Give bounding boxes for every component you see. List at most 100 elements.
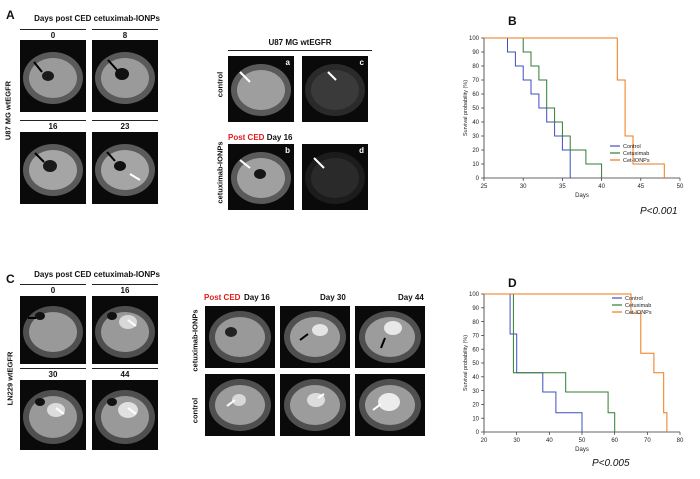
divider — [20, 120, 86, 121]
subpanel-label: d — [359, 146, 364, 155]
day-label: Day 16 — [266, 133, 293, 142]
x-tick-label: 30 — [513, 438, 520, 444]
legend-label: Cetuximab — [623, 151, 649, 157]
y-tick-label: 50 — [472, 361, 479, 367]
y-tick-label: 40 — [472, 375, 479, 381]
x-tick-label: 25 — [481, 184, 488, 190]
y-tick-label: 10 — [472, 162, 479, 168]
mri-image — [92, 40, 158, 112]
y-tick-label: 100 — [469, 36, 480, 42]
timepoint-label: 16 — [48, 122, 58, 131]
subpanel-label: c — [359, 58, 364, 67]
series-line — [484, 37, 603, 178]
y-tick-label: 100 — [469, 292, 480, 298]
series-line — [484, 293, 583, 432]
x-tick-label: 80 — [677, 438, 684, 444]
legend-label: Cet-IONPs — [625, 310, 652, 316]
divider — [92, 120, 158, 121]
mri-image — [20, 132, 86, 204]
x-tick-label: 30 — [520, 184, 527, 190]
mri-image — [355, 306, 425, 368]
row-label-cetuximab-ionps: cetuximab-IONPs — [215, 141, 225, 204]
mri-image — [205, 306, 275, 368]
y-tick-label: 70 — [472, 334, 479, 340]
panel-a-header: Days post CED cetuximab-IONPs — [34, 14, 160, 23]
mri-image — [280, 306, 350, 368]
mri-image — [20, 380, 86, 450]
mri-image: a — [228, 56, 294, 122]
y-tick-label: 10 — [472, 416, 479, 422]
divider — [92, 368, 158, 369]
panel-label-b: B — [508, 14, 517, 28]
mri-image: c — [302, 56, 368, 122]
mri-image — [92, 132, 158, 204]
y-tick-label: 20 — [472, 403, 479, 409]
x-tick-label: 35 — [559, 184, 566, 190]
day-label: Day 16 — [244, 293, 270, 302]
timepoint-label: 23 — [120, 122, 130, 131]
y-tick-label: 80 — [472, 320, 479, 326]
legend-label: Cet-IONPs — [623, 158, 650, 164]
timepoint-label: 0 — [50, 286, 56, 295]
timepoint-label: 8 — [122, 31, 128, 40]
subpanel-label: b — [285, 146, 290, 155]
x-tick-label: 70 — [644, 438, 651, 444]
panel-a-side-label: U87 MG wtEGFR — [3, 80, 13, 141]
series-line — [484, 37, 571, 178]
x-tick-label: 40 — [546, 438, 553, 444]
divider — [228, 50, 372, 51]
y-tick-label: 70 — [472, 78, 479, 84]
x-tick-label: 20 — [481, 438, 488, 444]
timepoint-label: 44 — [120, 370, 130, 379]
y-tick-label: 60 — [472, 92, 479, 98]
timepoint-label: 0 — [50, 31, 56, 40]
series-line — [484, 293, 616, 432]
panel-label-a: A — [6, 8, 15, 22]
x-axis-label: Days — [575, 193, 589, 199]
day-label: Day 30 — [320, 293, 346, 302]
panel-label-d: D — [508, 276, 517, 290]
post-ced-text: Post CED — [204, 293, 241, 302]
divider — [20, 284, 86, 285]
y-tick-label: 90 — [472, 50, 479, 56]
row-label-control: control — [190, 397, 200, 424]
series-line — [484, 293, 668, 432]
row-label-cetuximab-ionps: cetuximab-IONPs — [190, 309, 200, 372]
survival-chart-b: 0 10 20 30 40 50 60 70 80 90 100 25 30 35 40 45 50 Days Su… — [463, 36, 684, 199]
divider — [20, 368, 86, 369]
x-tick-label: 50 — [677, 184, 684, 190]
post-ced-label: Post CED Day 16 — [228, 133, 292, 142]
y-tick-label: 30 — [472, 389, 479, 395]
legend-label: Control — [625, 296, 643, 302]
mri-image — [92, 296, 158, 364]
p-value-d: P<0.005 — [592, 458, 630, 469]
row-label-control: control — [215, 71, 225, 98]
mri-image — [205, 374, 275, 436]
x-tick-label: 45 — [637, 184, 644, 190]
mri-image — [355, 374, 425, 436]
survival-chart-d: 0 10 20 30 40 50 60 70 80 90 100 20 30 40 50 60 70 80 Days… — [463, 292, 684, 453]
mri-image: b — [228, 144, 294, 210]
y-tick-label: 40 — [472, 120, 479, 126]
divider — [92, 284, 158, 285]
post-ced-label: Post CED — [204, 293, 240, 302]
y-axis-label: Survival probability (%) — [463, 80, 469, 136]
p-value-b: P<0.001 — [640, 206, 678, 217]
mri-image — [20, 296, 86, 364]
x-tick-label: 40 — [598, 184, 605, 190]
x-tick-label: 60 — [611, 438, 618, 444]
timepoint-label: 30 — [48, 370, 58, 379]
mri-image — [20, 40, 86, 112]
y-tick-label: 60 — [472, 347, 479, 353]
y-axis-label: Survival probability (%) — [463, 335, 469, 391]
y-tick-label: 50 — [472, 106, 479, 112]
x-axis-label: Days — [575, 447, 589, 453]
timepoint-label: 16 — [120, 286, 130, 295]
y-tick-label: 90 — [472, 306, 479, 312]
legend-label: Cetuximab — [625, 303, 651, 309]
y-tick-label: 20 — [472, 148, 479, 154]
y-tick-label: 0 — [476, 176, 480, 182]
panel-c-side-label: LN229 wtEGFR — [5, 351, 15, 406]
divider — [20, 29, 86, 30]
panel-c-header: Days post CED cetuximab-IONPs — [34, 270, 160, 279]
